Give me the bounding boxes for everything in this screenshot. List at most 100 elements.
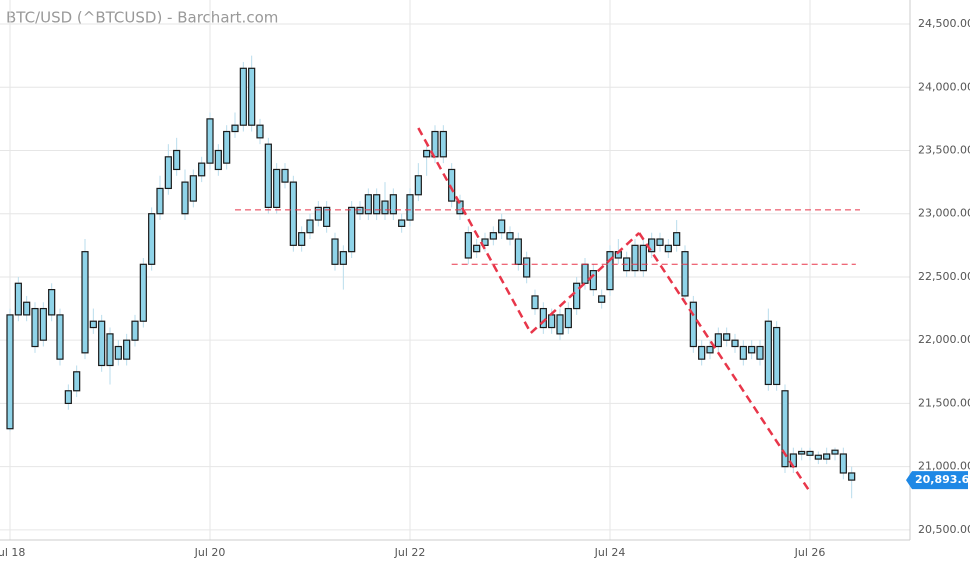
candle-body [314, 206, 322, 221]
candle-body [548, 314, 556, 329]
candle-body [356, 206, 364, 215]
candle-body [798, 450, 806, 455]
candle-body [764, 320, 772, 386]
candle-body [539, 307, 547, 329]
candle-body [514, 238, 522, 265]
candle-body [298, 232, 306, 246]
candle-body [106, 333, 114, 367]
candle-body [839, 453, 847, 474]
x-tick-label: Jul 22 [394, 546, 426, 559]
candle-body [331, 238, 339, 265]
candle-body [606, 251, 614, 291]
candle-body [773, 326, 781, 386]
candle-body [573, 282, 581, 310]
candle-body [739, 345, 747, 360]
candle-body [473, 244, 481, 253]
candle-body [14, 282, 22, 316]
candle-body [223, 130, 231, 164]
candle-body [81, 251, 89, 354]
x-tick-label: Jul 24 [594, 546, 626, 559]
y-tick-label: 21,500.00 [918, 396, 970, 409]
candle-body [306, 219, 314, 234]
candle-body [464, 232, 472, 259]
candle-body [89, 320, 97, 329]
candle-body [598, 295, 606, 303]
candle-body [123, 339, 131, 360]
candle-body [639, 244, 647, 272]
candle-body [173, 149, 181, 171]
candle-body [664, 244, 672, 253]
candle-body [731, 339, 739, 348]
annotation-line [529, 232, 641, 334]
candle-body [6, 314, 14, 430]
annotation-line [638, 232, 812, 493]
candle-body [339, 251, 347, 265]
candle-body [814, 454, 822, 460]
candle-body [689, 301, 697, 348]
candle-body [498, 219, 506, 234]
y-tick-label: 22,000.00 [918, 333, 970, 346]
x-tick-label: Jul 26 [794, 546, 826, 559]
y-tick-label: 23,500.00 [918, 143, 970, 156]
candle-body [181, 181, 189, 215]
candle-body [131, 320, 139, 341]
candle-body [681, 251, 689, 297]
candle-body [248, 67, 256, 126]
candle-body [406, 194, 414, 221]
y-tick-label: 22,500.00 [918, 270, 970, 283]
y-tick-label: 24,500.00 [918, 17, 970, 30]
candle-body [114, 345, 122, 360]
candle-body [748, 345, 756, 354]
annotation-line [417, 127, 532, 334]
candle-body [564, 307, 572, 329]
candle-body [439, 130, 447, 158]
candle-body [831, 449, 839, 455]
candle-body [423, 149, 431, 158]
candle-body [373, 194, 381, 215]
candle-body [256, 124, 264, 139]
candle-body [806, 450, 814, 456]
candle-body [706, 345, 714, 354]
candle-body [48, 289, 56, 316]
candle-body [289, 181, 297, 246]
x-tick-label: Jul 18 [0, 546, 25, 559]
y-tick-label: 20,500.00 [918, 523, 970, 536]
candle-body [448, 168, 456, 202]
candle-body [239, 67, 247, 126]
candle-body [273, 168, 281, 209]
candle-body [723, 333, 731, 341]
candle-body [73, 371, 81, 392]
candle-body [148, 213, 156, 265]
candle-body [348, 206, 356, 253]
candle-body [231, 124, 239, 133]
candle-body [714, 333, 722, 348]
candle-body [398, 219, 406, 227]
x-tick-label: Jul 20 [194, 546, 226, 559]
candle-body [139, 263, 147, 322]
candle-body [56, 314, 64, 360]
candle-body [98, 320, 106, 367]
candle-body [323, 206, 331, 227]
candle-body [523, 257, 531, 278]
candle-body [381, 200, 389, 215]
candle-body [531, 295, 539, 310]
candle-body [164, 156, 172, 190]
last-price-label: 20,893.68 [915, 473, 970, 486]
candle-body [389, 194, 397, 215]
candle-body [206, 118, 214, 164]
candle-body [489, 232, 497, 240]
candle-body [631, 244, 639, 272]
candle-body [589, 270, 597, 291]
y-tick-label: 23,000.00 [918, 207, 970, 220]
candle-body [281, 168, 289, 183]
candle-body [656, 238, 664, 246]
candle-body [414, 175, 422, 196]
candle-body [756, 345, 764, 360]
candle-body [673, 232, 681, 246]
candle-body [39, 307, 47, 341]
y-tick-label: 24,000.00 [918, 80, 970, 93]
candle-body [189, 175, 197, 202]
candle-body [581, 263, 589, 284]
candle-body [64, 390, 72, 405]
